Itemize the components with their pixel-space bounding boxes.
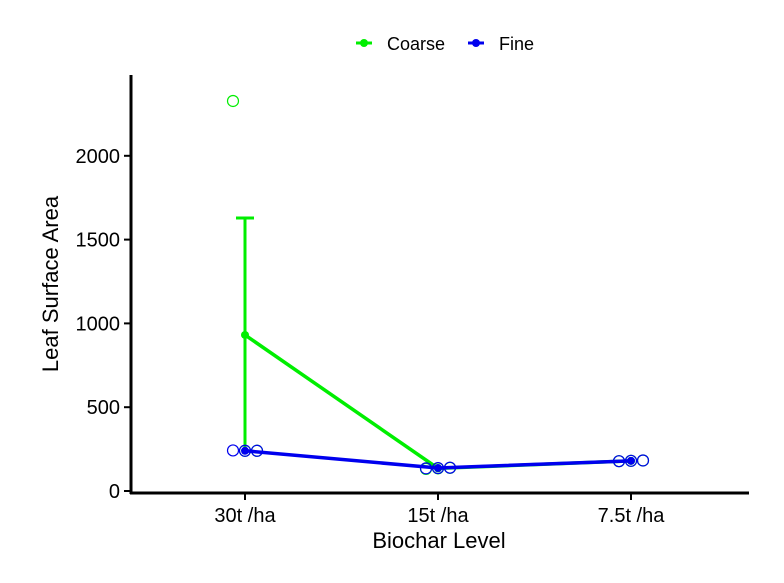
legend-coarse-marker (360, 39, 368, 47)
y-axis-label: Leaf Surface Area (38, 195, 63, 372)
plot-marks (226, 94, 650, 475)
y-tick-label: 1000 (76, 313, 121, 335)
fine-mean-point (241, 446, 249, 455)
x-tick-label: 30t /ha (214, 505, 276, 527)
fine-mean-point (434, 464, 442, 473)
coarse-mean-point (241, 330, 249, 339)
legend-fine-label: Fine (499, 34, 534, 54)
fine-data-point (636, 454, 650, 467)
y-tick-label: 2000 (76, 146, 121, 168)
legend-coarse-label: Coarse (387, 34, 445, 54)
y-axis-ticks: 0 500 1000 1500 2000 (76, 146, 131, 503)
x-tick-label: 7.5t /ha (598, 505, 666, 527)
fine-mean-point (627, 456, 635, 465)
fine-data-point (226, 444, 240, 457)
y-tick-label: 1500 (76, 230, 121, 252)
y-tick-label: 0 (109, 481, 120, 503)
coarse-data-point (226, 94, 240, 108)
x-axis-ticks: 30t /ha 15t /ha 7.5t /ha (214, 493, 665, 527)
y-tick-label: 500 (87, 397, 120, 419)
legend: Coarse Fine (356, 34, 534, 54)
x-axis-label: Biochar Level (372, 528, 505, 553)
x-tick-label: 15t /ha (407, 505, 469, 527)
coarse-line (244, 333, 632, 471)
legend-fine-marker (472, 39, 480, 47)
